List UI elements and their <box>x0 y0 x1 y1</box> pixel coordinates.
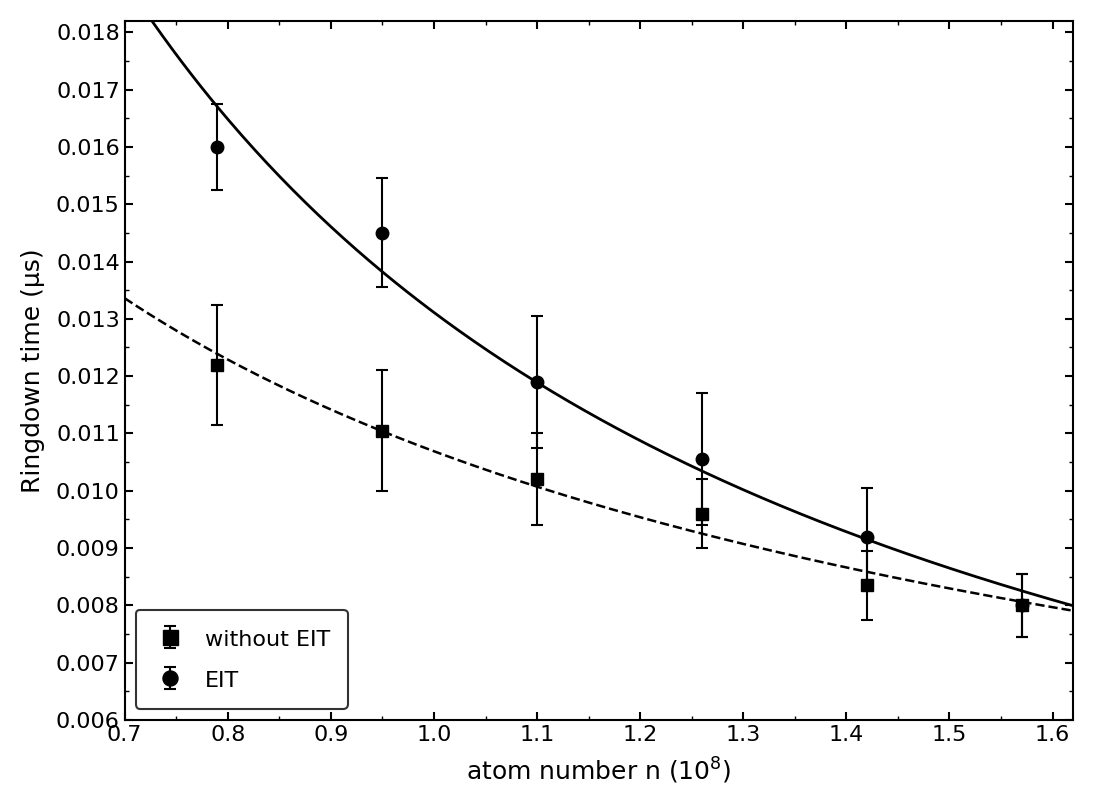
X-axis label: atom number n (10$^{8}$): atom number n (10$^{8}$) <box>466 756 732 786</box>
Legend: without EIT, EIT: without EIT, EIT <box>136 610 348 709</box>
Y-axis label: Ringdown time (μs): Ringdown time (μs) <box>21 248 45 493</box>
